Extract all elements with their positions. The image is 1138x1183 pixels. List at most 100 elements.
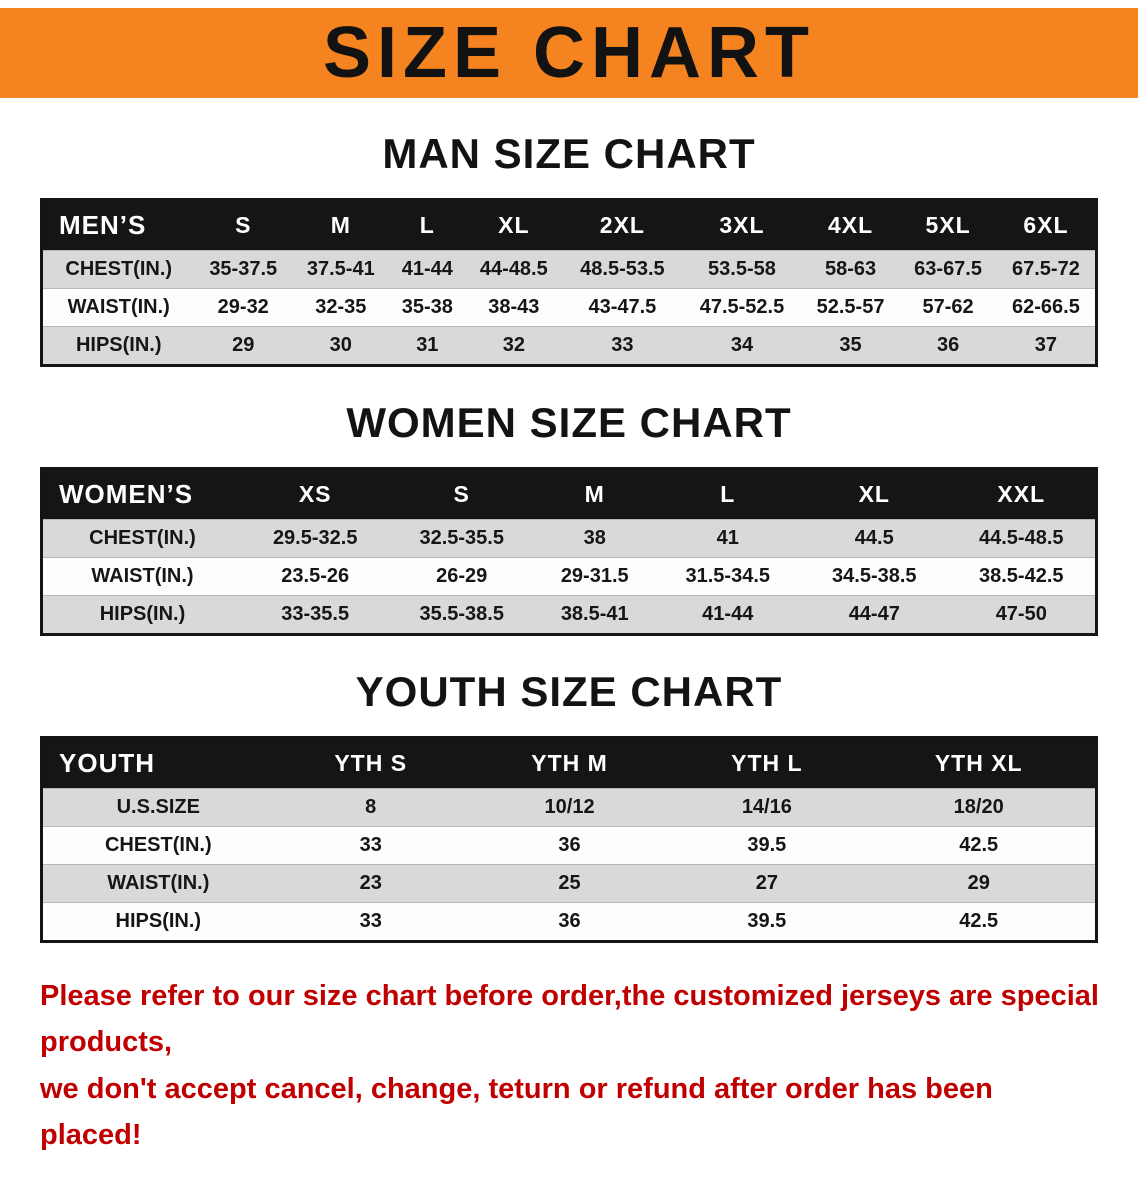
size-value-cell: 37 (996, 326, 1097, 366)
size-value-cell: 18/20 (862, 788, 1097, 827)
size-column-header: S (388, 468, 535, 520)
size-value-cell: 31 (389, 326, 466, 366)
size-column-header: YTH L (671, 737, 863, 789)
row-label-cell: U.S.SIZE (41, 788, 274, 827)
size-value-cell: 48.5-53.5 (562, 250, 683, 289)
size-value-cell: 14/16 (671, 788, 863, 827)
size-value-cell: 42.5 (862, 826, 1097, 865)
size-table: WOMEN’S XS S M L XL XXL CHEST(IN.) 29.5-32.5 32.5… (40, 467, 1098, 636)
size-value-cell: 32.5-35.5 (388, 519, 535, 558)
size-value-cell: 29-32 (194, 288, 293, 327)
row-label-cell: CHEST(IN.) (41, 519, 242, 558)
size-value-cell: 35-38 (389, 288, 466, 327)
size-value-cell: 33-35.5 (241, 595, 389, 635)
size-value-cell: 23.5-26 (241, 557, 389, 596)
size-value-cell: 41-44 (389, 250, 466, 289)
size-value-cell: 44-47 (801, 595, 948, 635)
size-table: MEN’S S M L XL 2XL 3XL 4XL 5XL 6XL CHEST(IN.) 35-37… (40, 198, 1098, 367)
size-value-cell: 29.5-32.5 (241, 519, 389, 558)
table-row: HIPS(IN.) 29 30 31 32 33 34 35 36 37 (41, 326, 1097, 366)
size-value-cell: 8 (273, 788, 468, 827)
size-value-cell: 34.5-38.5 (801, 557, 948, 596)
size-value-cell: 42.5 (862, 902, 1097, 942)
size-column-header: 3XL (682, 199, 802, 251)
youth-section-heading: YOUTH SIZE CHART (355, 668, 783, 715)
size-value-cell: 35.5-38.5 (388, 595, 535, 635)
table-row: HIPS(IN.) 33-35.5 35.5-38.5 38.5-41 41-44 44-… (41, 595, 1097, 635)
size-value-cell: 34 (682, 326, 802, 366)
size-column-header: XXL (947, 468, 1097, 520)
size-value-cell: 67.5-72 (996, 250, 1097, 289)
size-column-header: 2XL (562, 199, 683, 251)
size-value-cell: 39.5 (671, 902, 863, 942)
women-size-table: WOMEN’S XS S M L XL XXL CHEST(IN.) 29.5-32.5 32.5… (40, 467, 1098, 636)
size-value-cell: 53.5-58 (682, 250, 802, 289)
size-value-cell: 29 (862, 864, 1097, 903)
disclaimer-line-1: Please refer to our size chart before or… (40, 980, 1099, 1059)
size-value-cell: 32-35 (292, 288, 390, 327)
size-column-header: YTH S (273, 737, 468, 789)
size-value-cell: 41 (654, 519, 802, 558)
table-row: CHEST(IN.) 29.5-32.5 32.5-35.5 38 41 44.5 44.5… (41, 519, 1097, 558)
women-size-section: WOMEN SIZE CHART WOMEN’S XS S M L XL XXL CHEST(… (0, 399, 1138, 636)
size-column-header: YTH XL (862, 737, 1097, 789)
row-label-cell: HIPS(IN.) (41, 595, 242, 635)
women-section-heading: WOMEN SIZE CHART (346, 399, 792, 446)
men-section-heading: MAN SIZE CHART (382, 130, 756, 177)
size-column-header: S (194, 199, 293, 251)
size-value-cell: 44.5 (801, 519, 948, 558)
size-value-cell: 44.5-48.5 (947, 519, 1097, 558)
row-label-cell: HIPS(IN.) (41, 326, 195, 366)
size-column-header: XL (801, 468, 948, 520)
size-value-cell: 35 (801, 326, 900, 366)
size-value-cell: 36 (467, 826, 672, 865)
table-row: HIPS(IN.) 33 36 39.5 42.5 (41, 902, 1097, 942)
row-label-cell: HIPS(IN.) (41, 902, 274, 942)
size-value-cell: 36 (467, 902, 672, 942)
size-value-cell: 37.5-41 (292, 250, 390, 289)
table-row: CHEST(IN.) 33 36 39.5 42.5 (41, 826, 1097, 865)
banner-title: SIZE CHART (323, 13, 815, 93)
size-value-cell: 33 (273, 826, 468, 865)
size-value-cell: 10/12 (467, 788, 672, 827)
size-column-header: 6XL (996, 199, 1097, 251)
row-label-cell: WAIST(IN.) (41, 288, 195, 327)
men-size-section: MAN SIZE CHART MEN’S S M L XL 2XL 3XL 4XL 5XL 6XL… (0, 130, 1138, 367)
size-column-header: XS (241, 468, 389, 520)
table-title-cell: WOMEN’S (41, 468, 242, 520)
size-value-cell: 43-47.5 (562, 288, 683, 327)
size-column-header: M (534, 468, 655, 520)
size-value-cell: 38-43 (465, 288, 563, 327)
youth-size-table: YOUTH YTH S YTH M YTH L YTH XL U.S.SIZE 8 10/12… (40, 736, 1098, 943)
size-column-header: M (292, 199, 390, 251)
disclaimer-line-2: we don't accept cancel, change, teturn o… (40, 1072, 993, 1152)
size-value-cell: 29 (194, 326, 293, 366)
table-header-row: MEN’S S M L XL 2XL 3XL 4XL 5XL 6XL (41, 199, 1097, 251)
size-value-cell: 52.5-57 (801, 288, 900, 327)
row-label-cell: CHEST(IN.) (41, 250, 195, 289)
size-value-cell: 25 (467, 864, 672, 903)
row-label-cell: WAIST(IN.) (41, 864, 274, 903)
table-row: WAIST(IN.) 23 25 27 29 (41, 864, 1097, 903)
size-value-cell: 62-66.5 (996, 288, 1097, 327)
size-value-cell: 31.5-34.5 (654, 557, 802, 596)
size-value-cell: 44-48.5 (465, 250, 563, 289)
size-value-cell: 38.5-42.5 (947, 557, 1097, 596)
table-row: U.S.SIZE 8 10/12 14/16 18/20 (41, 788, 1097, 827)
row-label-cell: WAIST(IN.) (41, 557, 242, 596)
table-title-cell: MEN’S (41, 199, 195, 251)
size-value-cell: 33 (273, 902, 468, 942)
size-value-cell: 33 (562, 326, 683, 366)
size-value-cell: 29-31.5 (534, 557, 655, 596)
size-column-header: XL (465, 199, 563, 251)
size-value-cell: 26-29 (388, 557, 535, 596)
size-column-header: YTH M (467, 737, 672, 789)
size-value-cell: 58-63 (801, 250, 900, 289)
youth-size-section: YOUTH SIZE CHART YOUTH YTH S YTH M YTH L YTH… (0, 668, 1138, 943)
size-value-cell: 30 (292, 326, 390, 366)
size-chart-page: SIZE CHART MAN SIZE CHART MEN’S S M L XL 2XL 3… (0, 8, 1138, 1159)
size-value-cell: 63-67.5 (899, 250, 997, 289)
size-value-cell: 47-50 (947, 595, 1097, 635)
table-row: CHEST(IN.) 35-37.5 37.5-41 41-44 44-48.5 48.5… (41, 250, 1097, 289)
table-header-row: WOMEN’S XS S M L XL XXL (41, 468, 1097, 520)
